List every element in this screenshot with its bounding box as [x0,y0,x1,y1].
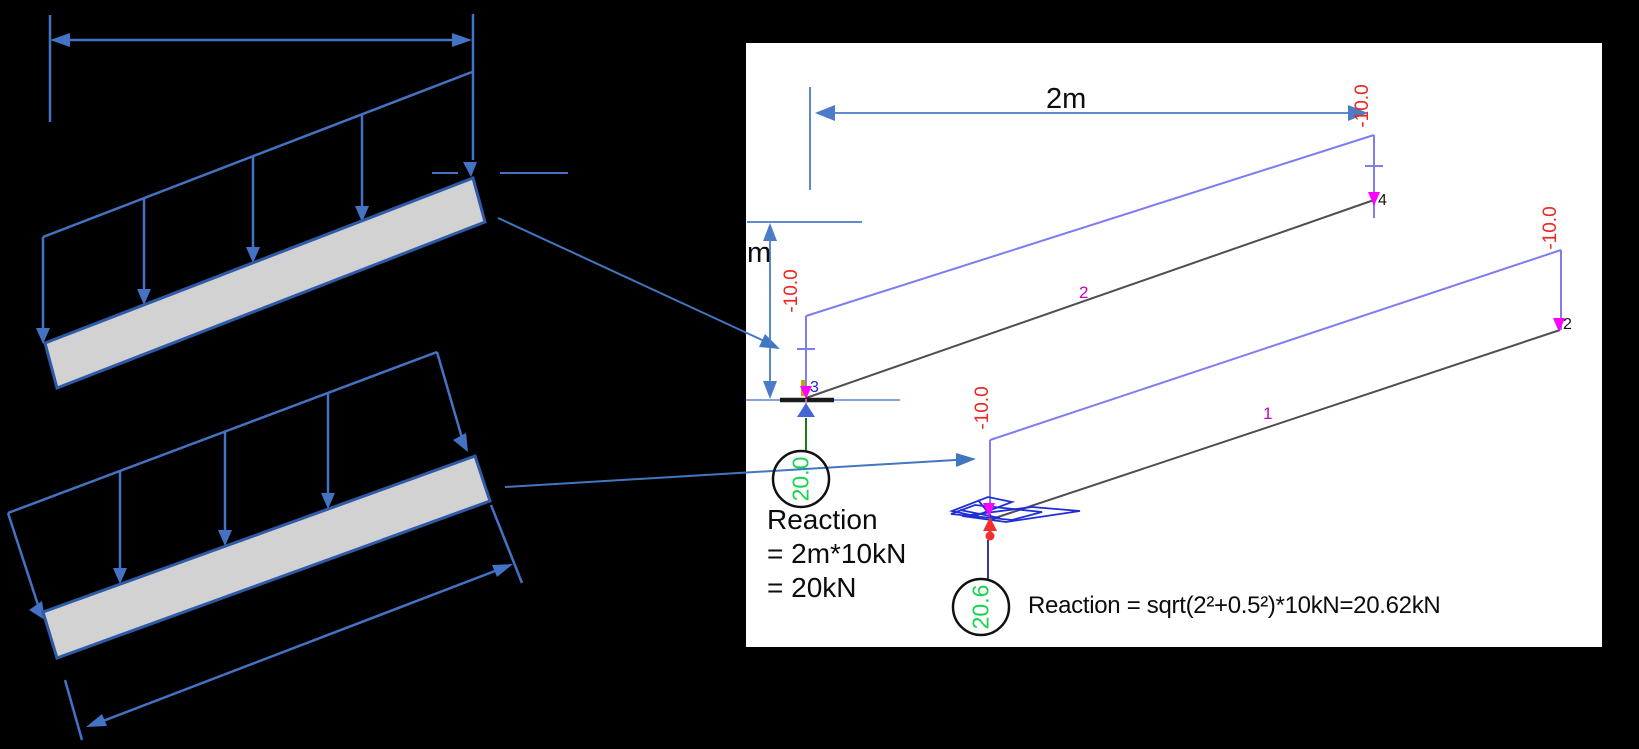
load-label-e1-end: -10.0 [1540,206,1561,250]
reaction-value-circle [951,577,1011,637]
reaction-value-right: 20.6 [967,584,994,630]
dim-arrow-right-icon [452,33,472,47]
reaction-value-circle [771,449,831,509]
load-label-e1-start: -10.0 [972,386,993,430]
model-element-2 [797,134,1383,399]
support-reaction-arrow-icon [797,403,815,417]
reaction-left-line2: = 2m*10kN [767,538,907,569]
reaction-annotation-right: Reaction = sqrt(2²+0.5²)*10kN=20.62kN [1028,592,1441,619]
dim-arrow-down-icon [763,381,777,399]
load-arrow-icon [137,289,151,305]
sketch-top-beam-diagram [36,14,568,391]
node-label-4: 4 [1378,192,1387,209]
dim-label-2m: 2m [1046,83,1087,115]
beam-element-line [805,199,1375,399]
reaction-left-line3: = 20kN [767,572,857,603]
reaction-left-line1: Reaction [767,504,878,535]
beam-body-top [43,176,487,391]
dim-arrow-right-icon [492,564,513,577]
dim-label-height-partial: m [747,237,772,269]
load-label-e2-start: -10.0 [781,269,802,313]
load-arrow-icon [321,493,335,509]
reaction-annotation-left: Reaction = 2m*10kN = 20kN [767,503,906,605]
nodal-load-arrow-icon [800,386,812,399]
load-arrow-icon [36,328,50,344]
element-label-1: 1 [1263,404,1273,423]
load-arrow-icon [453,433,468,452]
beam-element-line [991,329,1561,520]
nodal-load-arrow-icon [1368,192,1380,206]
load-label-e2-end: -10.0 [1352,84,1373,128]
sketch-bottom-beam-diagram [6,350,524,741]
dim-arrow-left-icon [815,105,835,121]
model-element-1 [989,249,1562,520]
dim-arrow-up-icon [763,223,777,241]
leader-arrow-icon [956,453,976,467]
load-arrow-icon [463,162,477,177]
dim-arrow-left-icon [50,33,70,47]
reaction-up-arrow-icon [983,517,997,531]
dim-arrow-right-icon [1348,105,1368,121]
dim-arrow-left-icon [86,714,107,727]
node-label-3: 3 [810,379,819,396]
fem-software-panel [746,43,1602,647]
support-node-1 [948,496,1081,637]
nodal-load-arrow-icon [1553,318,1565,332]
load-arrow-icon [218,530,232,546]
reaction-value-left: 20.0 [787,456,814,502]
support-node-3 [771,380,834,509]
node-label-2: 2 [1563,316,1572,333]
load-arrow-icon [29,601,45,620]
load-arrow-icon [355,206,369,222]
load-arrow-icon [246,247,260,263]
beam-body-bottom [41,454,492,660]
element-label-2: 2 [1079,283,1089,302]
load-arrow-icon [113,568,127,584]
nodal-load-arrow-icon [983,503,995,517]
leader-arrows [497,217,976,488]
node-markers [1368,192,1565,332]
